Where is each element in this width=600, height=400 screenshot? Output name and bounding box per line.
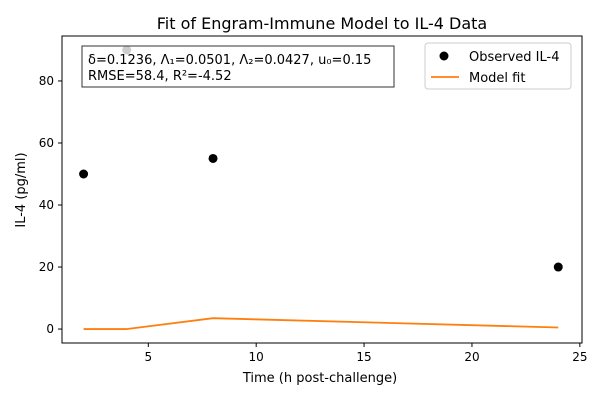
x-axis-label: Time (h post-challenge): [242, 371, 397, 386]
annotation-line-1: δ=0.1236, Λ₁=0.0501, Λ₂=0.0427, u₀=0.15: [88, 53, 371, 68]
plot-frame: [61, 35, 583, 344]
fit-parameters-annotation: δ=0.1236, Λ₁=0.0501, Λ₂=0.0427, u₀=0.15 …: [81, 45, 395, 88]
model-fit-line: [83, 317, 559, 330]
chart-title: Fit of Engram-Immune Model to IL-4 Data: [157, 14, 487, 33]
legend-label-model: Model fit: [469, 71, 525, 86]
x-tick-label: 25: [572, 350, 587, 364]
x-tick-label: 5: [144, 350, 152, 364]
y-tick-label: 20: [39, 260, 54, 274]
legend-label-observed: Observed IL-4: [469, 50, 560, 65]
axis-ticks: 5 10 15 20 25 0 20 40 60 80: [39, 74, 588, 364]
y-tick-label: 80: [39, 74, 54, 88]
legend-box: [424, 42, 572, 90]
annotation-line-2: RMSE=58.4, R²=-4.52: [88, 69, 232, 84]
legend-marker-observed: [439, 51, 449, 61]
x-tick-label: 20: [464, 350, 479, 364]
observed-point: [79, 169, 89, 179]
y-tick-label: 60: [39, 136, 54, 150]
y-axis-label: IL-4 (pg/ml): [14, 152, 29, 227]
observed-point: [553, 262, 563, 272]
y-tick-label: 0: [46, 322, 54, 336]
observed-point: [208, 153, 218, 163]
y-tick-label: 40: [39, 198, 54, 212]
x-tick-label: 15: [356, 350, 371, 364]
x-tick-label: 10: [249, 350, 264, 364]
legend: Observed IL-4 Model fit: [424, 42, 572, 90]
annotation-box: [81, 45, 395, 88]
